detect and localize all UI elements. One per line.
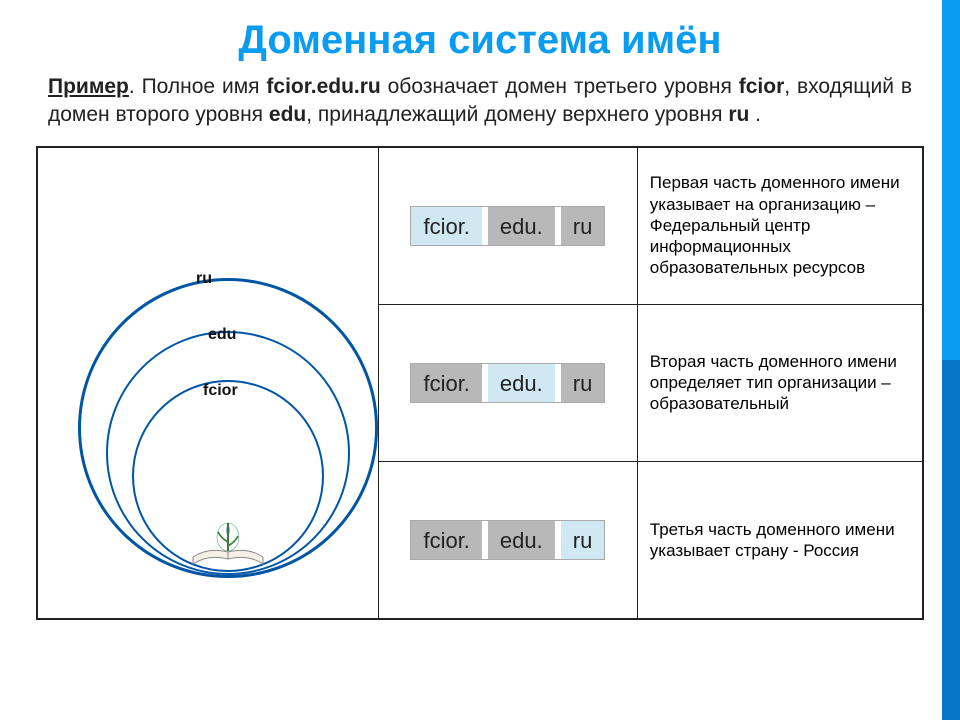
- circle-label-ru: ru: [196, 270, 212, 288]
- nested-circles-cell: ru edu fcior: [37, 147, 379, 619]
- circle-label-fcior: fcior: [203, 382, 238, 400]
- domain-segment: fcior.: [411, 207, 481, 245]
- main-table: ru edu fcior fcior.edu.ru Первая часть д…: [36, 146, 924, 620]
- intro-paragraph: Пример. Полное имя fcior.edu.ru обознача…: [0, 73, 960, 146]
- book-icon: [188, 512, 268, 572]
- desc-cell-1: Вторая часть доменного имени определяет …: [637, 304, 923, 461]
- domain-segment: edu.: [488, 521, 555, 559]
- page-title: Доменная система имён: [0, 0, 960, 73]
- circle-diagram: ru edu fcior: [38, 148, 378, 618]
- domain-segment: ru: [561, 364, 605, 402]
- domain-segment: fcior.: [411, 364, 481, 402]
- domain-cell-1: fcior.edu.ru: [379, 304, 638, 461]
- domain-box-1: fcior.edu.ru: [410, 363, 605, 403]
- domain-box-0: fcior.edu.ru: [410, 206, 605, 246]
- domain-segment: fcior.: [411, 521, 481, 559]
- domain-segment: edu.: [488, 207, 555, 245]
- domain-segment: ru: [561, 207, 605, 245]
- domain-box-2: fcior.edu.ru: [410, 520, 605, 560]
- circle-label-edu: edu: [208, 326, 236, 344]
- accent-bar-bottom: [942, 360, 960, 720]
- domain-segment: edu.: [488, 364, 555, 402]
- intro-lead: Пример: [48, 75, 129, 98]
- desc-cell-0: Первая часть доменного имени указывает н…: [637, 147, 923, 304]
- intro-d1: ru: [728, 103, 749, 126]
- domain-segment: ru: [561, 521, 605, 559]
- domain-cell-0: fcior.edu.ru: [379, 147, 638, 304]
- intro-d2: edu: [269, 103, 306, 126]
- accent-sidebar: [942, 0, 960, 720]
- domain-cell-2: fcior.edu.ru: [379, 461, 638, 618]
- intro-domain-full: fcior.edu.ru: [266, 75, 380, 98]
- accent-bar-top: [942, 0, 960, 360]
- desc-cell-2: Третья часть доменного имени указывает с…: [637, 461, 923, 618]
- intro-d3: fcior: [739, 75, 785, 98]
